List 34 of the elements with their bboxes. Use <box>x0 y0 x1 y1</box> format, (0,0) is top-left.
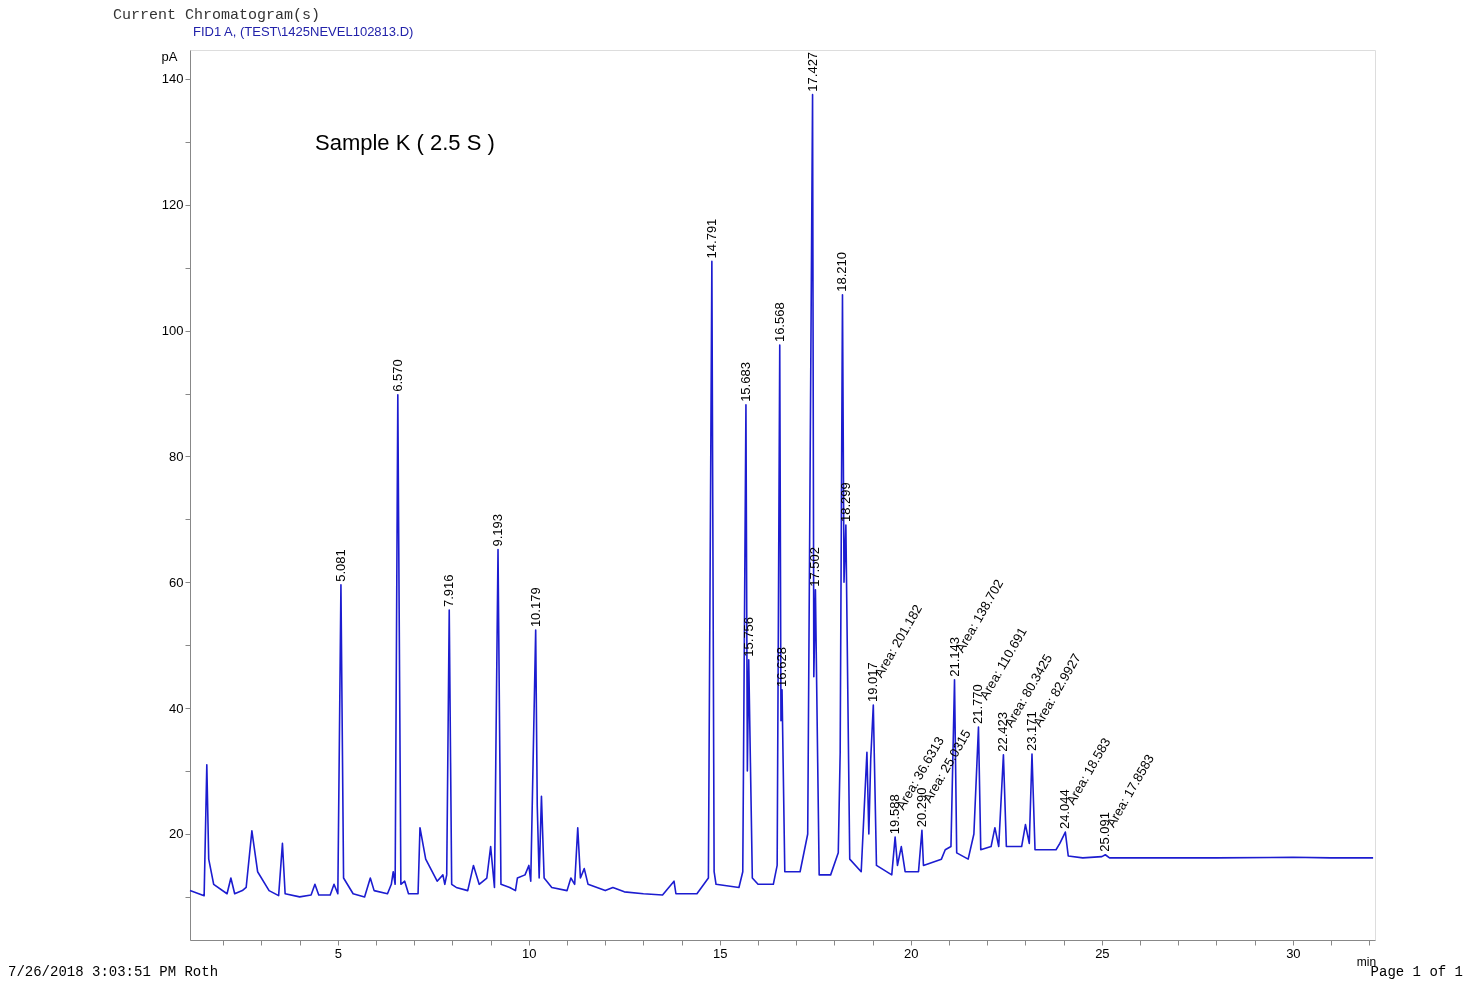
annotation: 5.081 <box>332 549 348 582</box>
annotation: 17.427 <box>804 51 820 92</box>
x-tick-label: 20 <box>904 945 919 961</box>
x-tick-label: 15 <box>713 945 728 961</box>
annotation: Sample K ( 2.5 S ) <box>315 130 495 155</box>
x-tick-label: 30 <box>1286 945 1301 961</box>
chart-subtitle: FID1 A, (TEST\1425NEVEL102813.D) <box>193 24 414 39</box>
y-tick-label: 60 <box>169 574 184 590</box>
y-tick-label: 20 <box>169 826 184 842</box>
annotation: 6.570 <box>389 359 405 392</box>
annotation: 17.502 <box>807 547 823 587</box>
y-tick-label: 100 <box>161 323 184 339</box>
annotation: 10.179 <box>527 587 543 628</box>
annotation: 16.568 <box>771 302 787 343</box>
text: Page 1 of 1 <box>1370 964 1463 980</box>
x-tick-label: 10 <box>522 945 537 961</box>
annotation: 16.628 <box>774 647 790 687</box>
annotation: 9.193 <box>490 514 506 547</box>
y-tick-label: 80 <box>169 448 184 464</box>
annotation: 18.210 <box>834 251 850 292</box>
chart-title: Current Chromatogram(s) <box>113 7 321 24</box>
y-tick-label: 120 <box>161 197 184 213</box>
y-tick-label: 140 <box>161 71 184 87</box>
x-tick-label: 5 <box>334 945 342 961</box>
annotation: 15.756 <box>740 616 756 657</box>
y-tick-label: 40 <box>169 700 184 716</box>
annotation: 15.683 <box>737 362 753 402</box>
x-tick-label: 25 <box>1095 945 1110 961</box>
y-axis-title: pA <box>161 48 178 64</box>
text: 7/26/2018 3:03:51 PM Roth <box>8 964 219 980</box>
line-series <box>189 93 1374 898</box>
annotation: 7.916 <box>441 574 457 607</box>
annotation: 14.791 <box>703 218 719 259</box>
annotation: 18.299 <box>837 482 853 523</box>
